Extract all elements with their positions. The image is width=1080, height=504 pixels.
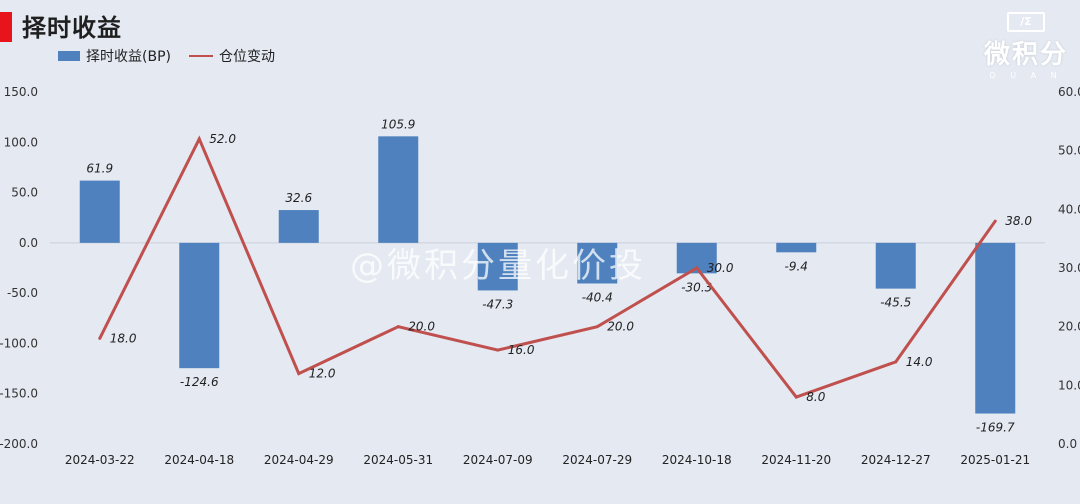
line-point xyxy=(297,372,301,376)
logo-mark: /Σ xyxy=(1006,12,1045,32)
x-tick-label: 2024-04-18 xyxy=(164,453,234,467)
x-tick-label: 2024-07-29 xyxy=(562,453,632,467)
legend-bar-label: 择时收益(BP) xyxy=(86,49,171,65)
bar-data-label: -45.5 xyxy=(880,296,911,310)
line-data-label: 16.0 xyxy=(508,343,535,357)
bar xyxy=(278,210,319,243)
bar xyxy=(577,242,618,284)
y-right-tick-label: 10.0 xyxy=(1058,378,1080,392)
y-left-tick-label: 100.0 xyxy=(4,135,38,149)
x-tick-label: 2024-12-27 xyxy=(861,453,931,467)
line-data-label: 30.0 xyxy=(707,261,734,275)
bar-data-label: -47.3 xyxy=(482,297,513,311)
line-data-label: 18.0 xyxy=(110,331,137,345)
bar xyxy=(875,242,916,289)
x-tick-label: 2024-11-20 xyxy=(761,453,831,467)
bar-data-label: 61.9 xyxy=(86,162,113,176)
line-data-label: 38.0 xyxy=(1005,214,1032,228)
y-right-tick-label: 50.0 xyxy=(1058,144,1080,158)
line-point xyxy=(396,325,400,329)
line-point xyxy=(496,348,500,352)
x-tick-label: 2024-10-18 xyxy=(662,453,732,467)
y-left-tick-label: 0.0 xyxy=(19,236,38,250)
logo-text: 微积分 xyxy=(983,40,1068,70)
line-point xyxy=(595,325,599,329)
position-change-line xyxy=(98,135,997,399)
y-left-tick-label: -100.0 xyxy=(0,336,38,350)
line-data-label: 20.0 xyxy=(607,320,634,334)
x-tick-label: 2024-05-31 xyxy=(363,453,433,467)
line-point xyxy=(993,219,997,223)
y-right-tick-label: 0.0 xyxy=(1058,437,1077,451)
x-tick-label: 2024-04-29 xyxy=(264,453,334,467)
y-left-tick-label: -50.0 xyxy=(7,286,38,300)
bar xyxy=(776,242,817,253)
x-tick-label: 2025-01-21 xyxy=(960,453,1030,467)
line-data-label: 14.0 xyxy=(906,355,933,369)
legend-bar-swatch xyxy=(58,51,80,61)
bar-data-label: -169.7 xyxy=(976,421,1015,435)
line-point xyxy=(894,360,898,364)
bar-data-label: -40.4 xyxy=(582,290,613,304)
bar-data-label: -124.6 xyxy=(180,375,219,389)
y-left-tick-label: -200.0 xyxy=(0,437,38,451)
legend-line-swatch xyxy=(188,55,213,57)
y-left-tick-label: -150.0 xyxy=(0,387,38,401)
watermark-text: @微积分量化价投 xyxy=(350,246,646,286)
legend-line-label: 仓位变动 xyxy=(218,49,275,65)
bar-data-label: 32.6 xyxy=(285,191,312,205)
bar xyxy=(975,242,1016,414)
y-right-tick-label: 60.0 xyxy=(1058,85,1080,99)
line-data-label: 52.0 xyxy=(209,132,236,146)
y-right-tick-label: 20.0 xyxy=(1058,320,1080,334)
line-point xyxy=(197,137,201,141)
line-point xyxy=(794,395,798,399)
y-right-tick-label: 30.0 xyxy=(1058,261,1080,275)
y-right-tick-label: 40.0 xyxy=(1058,202,1080,216)
brand-logo: /Σ 微积分 Q U A N xyxy=(984,12,1068,80)
legend: 择时收益(BP) 仓位变动 xyxy=(58,46,275,66)
bar xyxy=(477,242,518,291)
x-tick-label: 2024-07-09 xyxy=(463,453,533,467)
line-point xyxy=(98,336,102,340)
logo-subtext: Q U A N xyxy=(989,71,1063,80)
bar-data-label: -30.3 xyxy=(681,280,712,294)
bar xyxy=(378,136,419,243)
bar-data-label: 105.9 xyxy=(381,117,415,131)
line-point xyxy=(695,266,699,270)
line-data-label: 20.0 xyxy=(408,320,435,334)
chart-title: 择时收益 xyxy=(22,14,122,42)
y-left-tick-label: 50.0 xyxy=(11,186,38,200)
line-data-label: 8.0 xyxy=(806,390,825,404)
bar xyxy=(179,242,220,369)
bar xyxy=(79,180,120,243)
title-accent-bar xyxy=(0,12,12,42)
y-left-tick-label: 150.0 xyxy=(4,85,38,99)
x-tick-label: 2024-03-22 xyxy=(65,453,135,467)
bar-data-label: -9.4 xyxy=(785,259,808,273)
line-data-label: 12.0 xyxy=(309,367,336,381)
